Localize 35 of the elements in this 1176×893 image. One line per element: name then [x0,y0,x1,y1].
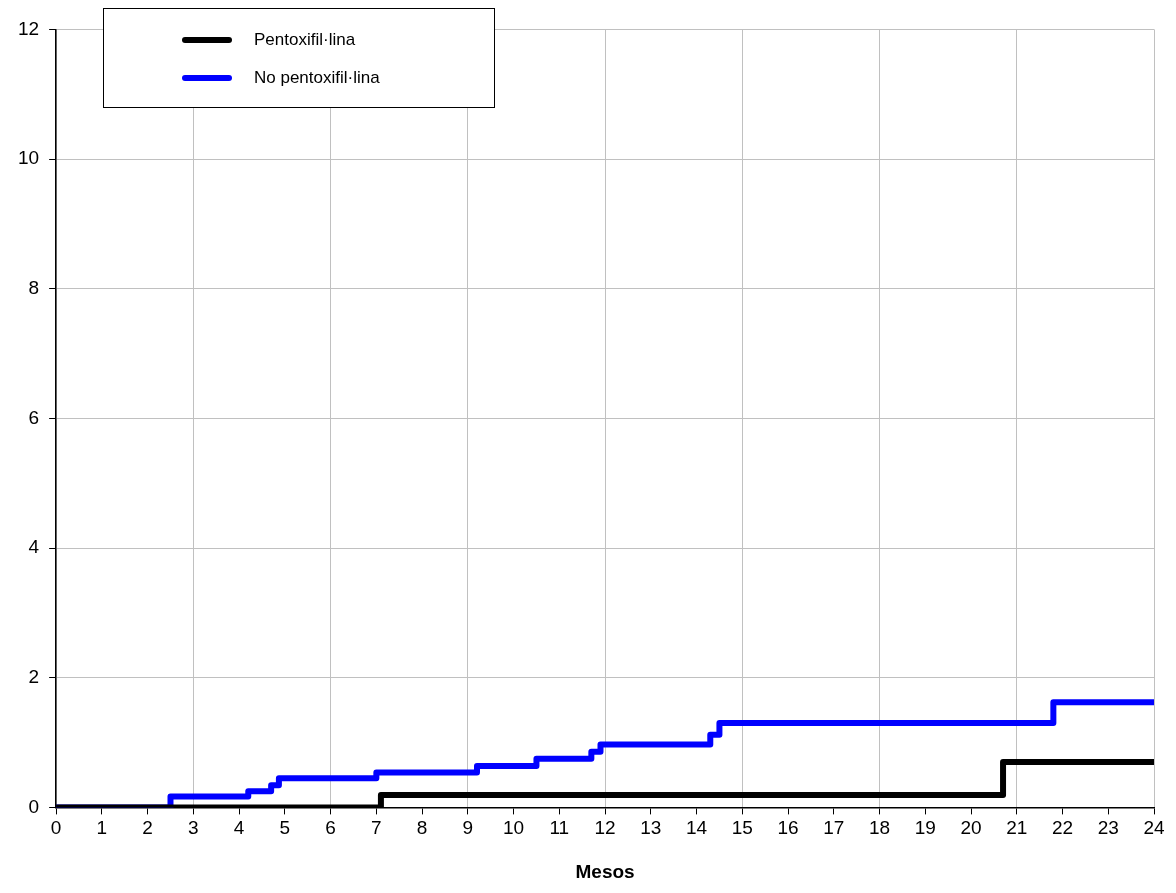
x-tick-label: 20 [960,817,982,839]
x-tick-label: 23 [1097,817,1119,839]
x-tick-label: 2 [142,817,153,839]
x-tick-label: 3 [188,817,199,839]
x-tick-label: 1 [96,817,108,839]
legend-label: Pentoxifil·lina [254,30,356,50]
x-tick-label: 5 [279,817,291,839]
x-tick-label: 24 [1143,817,1165,839]
x-tick-label: 14 [685,817,708,839]
x-tick-label: 17 [823,817,845,839]
x-tick-label: 19 [914,817,936,839]
x-tick-label: 15 [731,817,753,839]
x-tick-label: 7 [371,817,382,839]
y-tick-label: 8 [28,276,40,298]
x-tick-label: 10 [503,817,525,839]
x-tick-label: 18 [868,817,891,839]
x-tick-label: 6 [325,817,336,839]
x-tick-label: 13 [640,817,662,839]
y-tick-label: 6 [28,406,40,428]
x-tick-label: 22 [1051,817,1074,839]
x-tick-label: 0 [50,817,62,839]
x-tick-label: 4 [233,817,245,839]
y-tick-label: 4 [28,536,40,558]
y-tick-label: 12 [17,17,40,39]
x-tick-label: 12 [594,817,616,839]
x-tick-label: 21 [1006,817,1028,839]
x-tick-label: 9 [462,817,474,839]
x-axis-title: Mesos [575,860,635,882]
x-tick-label: 16 [777,817,799,839]
x-tick-label: 11 [549,817,570,839]
y-tick-label: 10 [17,147,40,169]
y-tick-label: 2 [28,665,40,687]
x-tick-label: 8 [416,817,428,839]
y-tick-label: 0 [28,795,40,817]
legend-label: No pentoxifil·lina [254,68,380,88]
